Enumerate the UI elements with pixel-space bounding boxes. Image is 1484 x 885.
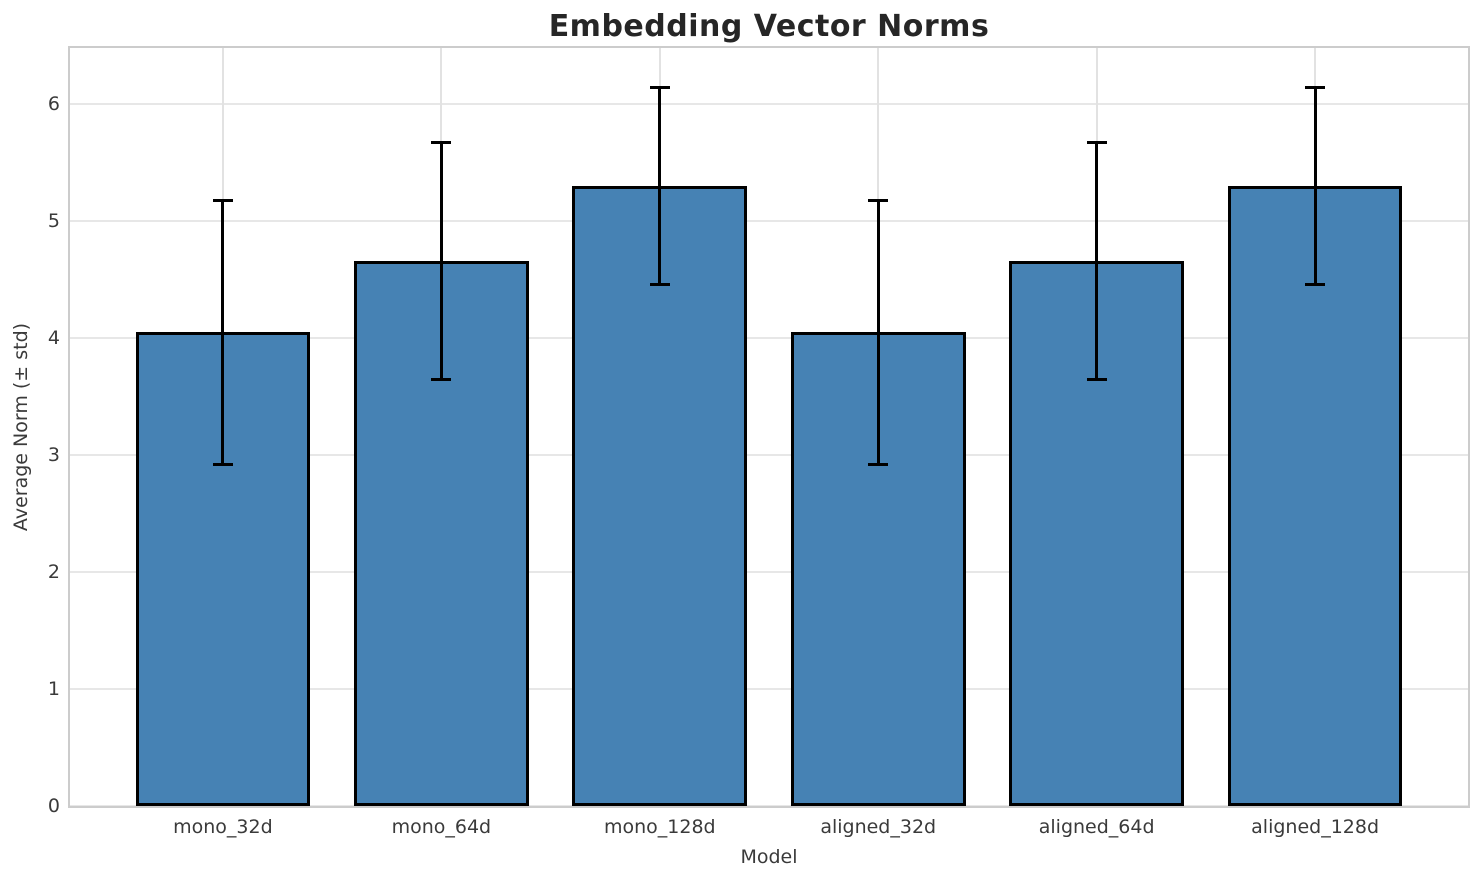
error-bar-cap-bottom	[868, 462, 889, 466]
y-tick-label: 3	[47, 444, 60, 467]
x-tick-label: aligned_64d	[1038, 816, 1155, 838]
error-bar-cap-top	[649, 86, 670, 90]
plot-area: 0 1 2 3 4 5 6 mono_32d mono_64d mono_128d aligned_…	[48, 46, 1470, 838]
error-bar	[876, 200, 880, 465]
y-gridline	[70, 103, 1468, 106]
bar	[1227, 186, 1403, 806]
y-gridline	[70, 454, 1468, 457]
error-bar-cap-bottom	[431, 377, 452, 381]
y-tick-label: 6	[47, 93, 60, 116]
y-tick-label: 4	[47, 327, 60, 350]
y-tick-label: 2	[47, 561, 60, 584]
x-tick-label: aligned_128d	[1251, 816, 1380, 838]
y-tick-label: 0	[47, 795, 60, 817]
error-bar-cap-top	[431, 141, 452, 145]
y-gridline	[70, 688, 1468, 691]
y-gridline	[70, 220, 1468, 223]
x-tick-label: mono_64d	[391, 816, 492, 838]
error-bar-cap-bottom	[212, 462, 233, 466]
bar	[353, 260, 529, 806]
x-tick-label: aligned_32d	[820, 816, 937, 838]
error-bar	[658, 87, 662, 285]
error-bar	[439, 142, 443, 380]
error-bar	[221, 200, 225, 465]
x-axis-label: Model	[740, 846, 798, 868]
y-gridline	[70, 337, 1468, 340]
error-bar-cap-bottom	[1305, 282, 1326, 286]
y-axis-label: Average Norm (± std)	[10, 322, 32, 532]
y-gridline	[70, 571, 1468, 574]
error-bar-cap-bottom	[1086, 377, 1107, 381]
error-bar-cap-top	[868, 198, 889, 202]
y-tick-label: 5	[47, 210, 60, 233]
error-bar-cap-top	[212, 198, 233, 202]
error-bar	[1095, 142, 1099, 380]
error-bar-cap-top	[1086, 141, 1107, 145]
error-bar-cap-bottom	[649, 282, 670, 286]
error-bar-cap-top	[1305, 86, 1326, 90]
bar	[572, 186, 748, 806]
y-tick-label: 1	[47, 678, 60, 701]
bar	[1009, 260, 1185, 806]
x-tick-label: mono_32d	[173, 816, 273, 838]
chart-title: Embedding Vector Norms	[548, 9, 990, 44]
x-tick-label: mono_128d	[603, 816, 716, 838]
error-bar	[1313, 87, 1317, 285]
